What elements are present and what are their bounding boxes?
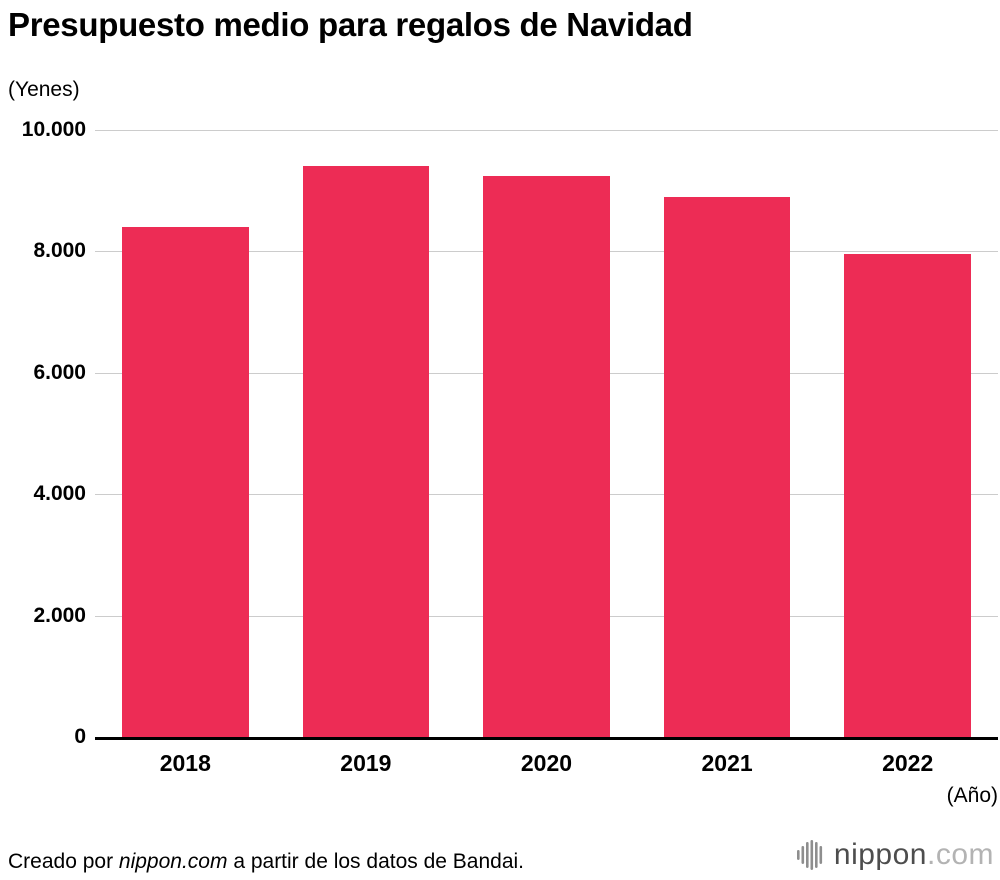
y-tick-label-6000: 6.000	[33, 360, 86, 384]
y-tick-label-0: 0	[74, 725, 86, 748]
bar-column-2019	[276, 130, 457, 737]
bar-column-2022	[817, 130, 998, 737]
gridline-10000	[95, 130, 998, 131]
y-axis-labels: 0 2.000 4.000 6.000 8.000 10.000	[0, 118, 86, 748]
bar-column-2021	[637, 130, 818, 737]
nippon-logo: nippon.com	[796, 838, 994, 872]
x-axis-unit-label: (Año)	[946, 784, 998, 807]
bar-column-2018	[95, 130, 276, 737]
x-tick-label-2020: 2020	[520, 750, 573, 776]
source-credit: Creado por nippon.com a partir de los da…	[8, 850, 524, 874]
source-credit-suffix: a partir de los datos de Bandai.	[227, 850, 525, 873]
y-tick-label-2000: 2.000	[33, 603, 86, 627]
nippon-logo-tld: .com	[926, 838, 994, 871]
x-tick-label-2018: 2018	[159, 750, 211, 776]
nippon-logo-text: nippon.com	[834, 838, 994, 872]
bar-2021	[663, 196, 791, 737]
x-tick-label-2019: 2019	[340, 750, 392, 776]
bar-2022	[844, 254, 971, 737]
nippon-logo-name: nippon	[833, 838, 927, 871]
source-credit-brand: nippon.com	[118, 850, 228, 873]
bar-column-2020	[456, 130, 637, 737]
y-tick-label-8000: 8.000	[33, 239, 86, 263]
y-tick-label-4000: 4.000	[33, 482, 86, 506]
chart-title: Presupuesto medio para regalos de Navida…	[8, 6, 693, 43]
x-tick-label-2022: 2022	[882, 750, 934, 776]
bar-2020	[483, 175, 610, 737]
x-tick-label-2021: 2021	[701, 750, 753, 776]
source-credit-prefix: Creado por	[8, 850, 119, 873]
y-tick-label-10000: 10.000	[21, 118, 86, 141]
bar-2019	[302, 166, 430, 737]
x-axis-labels: 2018 2019 2020 2021 2022	[95, 750, 998, 777]
bar-2018	[122, 227, 249, 737]
y-axis-unit-label: (Yenes)	[8, 78, 80, 101]
nippon-logo-icon	[796, 840, 822, 870]
plot-area	[95, 130, 998, 740]
bars	[95, 130, 998, 737]
